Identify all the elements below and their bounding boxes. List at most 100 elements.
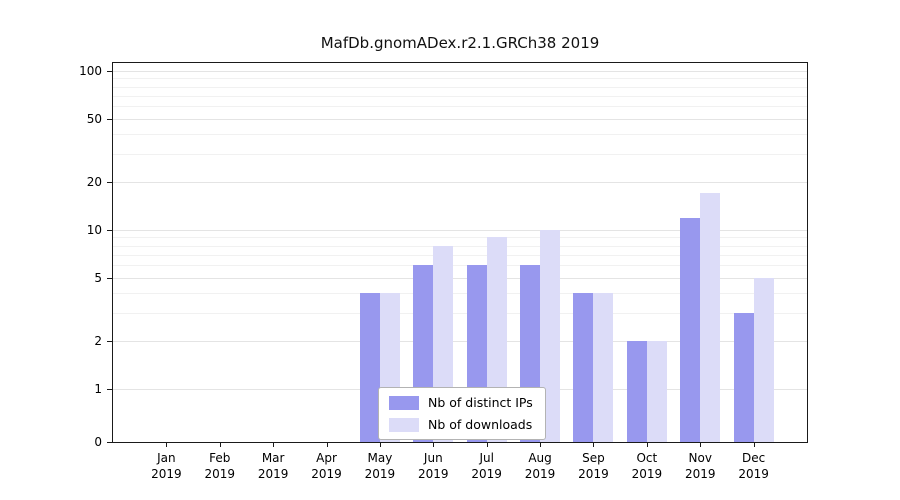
minor-gridline <box>113 245 807 247</box>
legend: Nb of distinct IPs Nb of downloads <box>378 387 546 440</box>
bar-distinct-ips-Dec <box>733 313 754 442</box>
y-tick-mark <box>107 118 112 120</box>
legend-label-downloads: Nb of downloads <box>428 417 533 432</box>
minor-gridline <box>113 293 807 295</box>
x-tick-label: Aug 2019 <box>510 451 570 482</box>
x-tick-month: Nov <box>688 451 712 465</box>
minor-gridline <box>113 154 807 156</box>
x-tick-month: Aug <box>528 451 552 465</box>
x-tick-year: 2019 <box>524 466 556 481</box>
minor-gridline <box>113 254 807 256</box>
major-gridline <box>113 182 807 184</box>
bar-distinct-ips-Nov <box>680 217 701 442</box>
legend-row-downloads: Nb of downloads <box>389 417 533 432</box>
minor-gridline <box>113 313 807 315</box>
x-tick-mark <box>433 443 435 447</box>
x-tick-year: 2019 <box>684 466 716 481</box>
x-tick-mark <box>540 443 542 447</box>
x-tick-month: May <box>367 451 393 465</box>
minor-gridline <box>113 134 807 136</box>
x-tick-year: 2019 <box>738 466 769 481</box>
y-tick-label: 2 <box>94 334 102 349</box>
major-gridline <box>113 118 807 120</box>
x-tick-label: Oct 2019 <box>617 451 677 482</box>
x-tick-year: 2019 <box>204 466 236 481</box>
x-tick-month: Apr <box>316 451 337 465</box>
legend-swatch-downloads <box>389 417 419 432</box>
major-gridline <box>113 341 807 343</box>
minor-gridline <box>113 86 807 88</box>
x-tick-year: 2019 <box>151 466 182 481</box>
x-tick-year: 2019 <box>257 466 289 481</box>
bar-downloads-Oct <box>646 341 667 442</box>
y-tick-label: 5 <box>94 270 102 285</box>
major-gridline <box>113 277 807 279</box>
x-tick-month: Mar <box>261 451 285 465</box>
minor-gridline <box>113 95 807 97</box>
x-tick-label: Sep 2019 <box>563 451 623 482</box>
x-tick-month: Sep <box>582 451 605 465</box>
x-tick-label: Jan 2019 <box>136 451 196 482</box>
x-tick-mark <box>700 443 702 447</box>
x-tick-label: Dec 2019 <box>724 451 784 482</box>
x-tick-mark <box>486 443 488 447</box>
legend-swatch-distinct-ips <box>389 395 419 410</box>
y-tick-label: 1 <box>94 382 102 397</box>
x-tick-mark <box>379 443 381 447</box>
x-tick-month: Oct <box>636 451 658 465</box>
x-tick-mark <box>219 443 221 447</box>
x-tick-label: Mar 2019 <box>243 451 303 482</box>
minor-gridline <box>113 78 807 80</box>
x-tick-mark <box>273 443 275 447</box>
x-tick-month: Jan <box>157 451 176 465</box>
y-tick-label: 50 <box>86 111 102 126</box>
x-tick-mark <box>166 443 168 447</box>
x-tick-year: 2019 <box>418 466 449 481</box>
y-tick-label: 10 <box>86 223 102 238</box>
bar-downloads-Nov <box>700 193 721 442</box>
bar-distinct-ips-Oct <box>626 341 647 442</box>
x-tick-year: 2019 <box>471 466 502 481</box>
plot-area <box>112 62 808 443</box>
chart-title: MafDb.gnomADex.r2.1.GRCh38 2019 <box>320 34 600 52</box>
x-tick-label: Nov 2019 <box>670 451 730 482</box>
legend-label-distinct-ips: Nb of distinct IPs <box>428 395 533 410</box>
major-gridline <box>113 230 807 232</box>
y-tick-label: 0 <box>94 435 102 449</box>
x-tick-mark <box>326 443 328 447</box>
minor-gridline <box>113 106 807 108</box>
minor-gridline <box>113 237 807 239</box>
x-tick-year: 2019 <box>631 466 663 481</box>
bars-layer <box>113 63 807 442</box>
bar-distinct-ips-May <box>359 293 380 442</box>
major-gridline <box>113 71 807 73</box>
bar-downloads-Sep <box>593 293 614 442</box>
y-tick-mark <box>107 182 112 184</box>
x-tick-label: Jul 2019 <box>457 451 517 482</box>
x-tick-mark <box>593 443 595 447</box>
x-tick-mark <box>646 443 648 447</box>
y-tick-mark <box>107 71 112 73</box>
x-tick-label: Feb 2019 <box>190 451 250 482</box>
x-tick-month: Feb <box>209 451 231 465</box>
x-tick-year: 2019 <box>364 466 396 481</box>
bar-downloads-Dec <box>753 277 774 442</box>
y-tick-mark <box>107 341 112 343</box>
minor-gridline <box>113 265 807 267</box>
x-tick-month: Dec <box>741 451 766 465</box>
y-tick-label: 100 <box>79 64 102 79</box>
y-tick-mark <box>107 442 112 443</box>
x-tick-mark <box>753 443 755 447</box>
y-tick-mark <box>107 389 112 391</box>
x-tick-month: Jul <box>479 451 494 465</box>
legend-row-distinct-ips: Nb of distinct IPs <box>389 395 533 410</box>
y-tick-mark <box>107 277 112 279</box>
x-tick-label: Jun 2019 <box>403 451 463 482</box>
y-tick-mark <box>107 230 112 232</box>
x-tick-year: 2019 <box>578 466 609 481</box>
y-tick-label: 20 <box>86 175 102 190</box>
x-tick-label: May 2019 <box>350 451 410 482</box>
bar-distinct-ips-Sep <box>573 293 594 442</box>
x-tick-month: Jun <box>423 451 443 465</box>
